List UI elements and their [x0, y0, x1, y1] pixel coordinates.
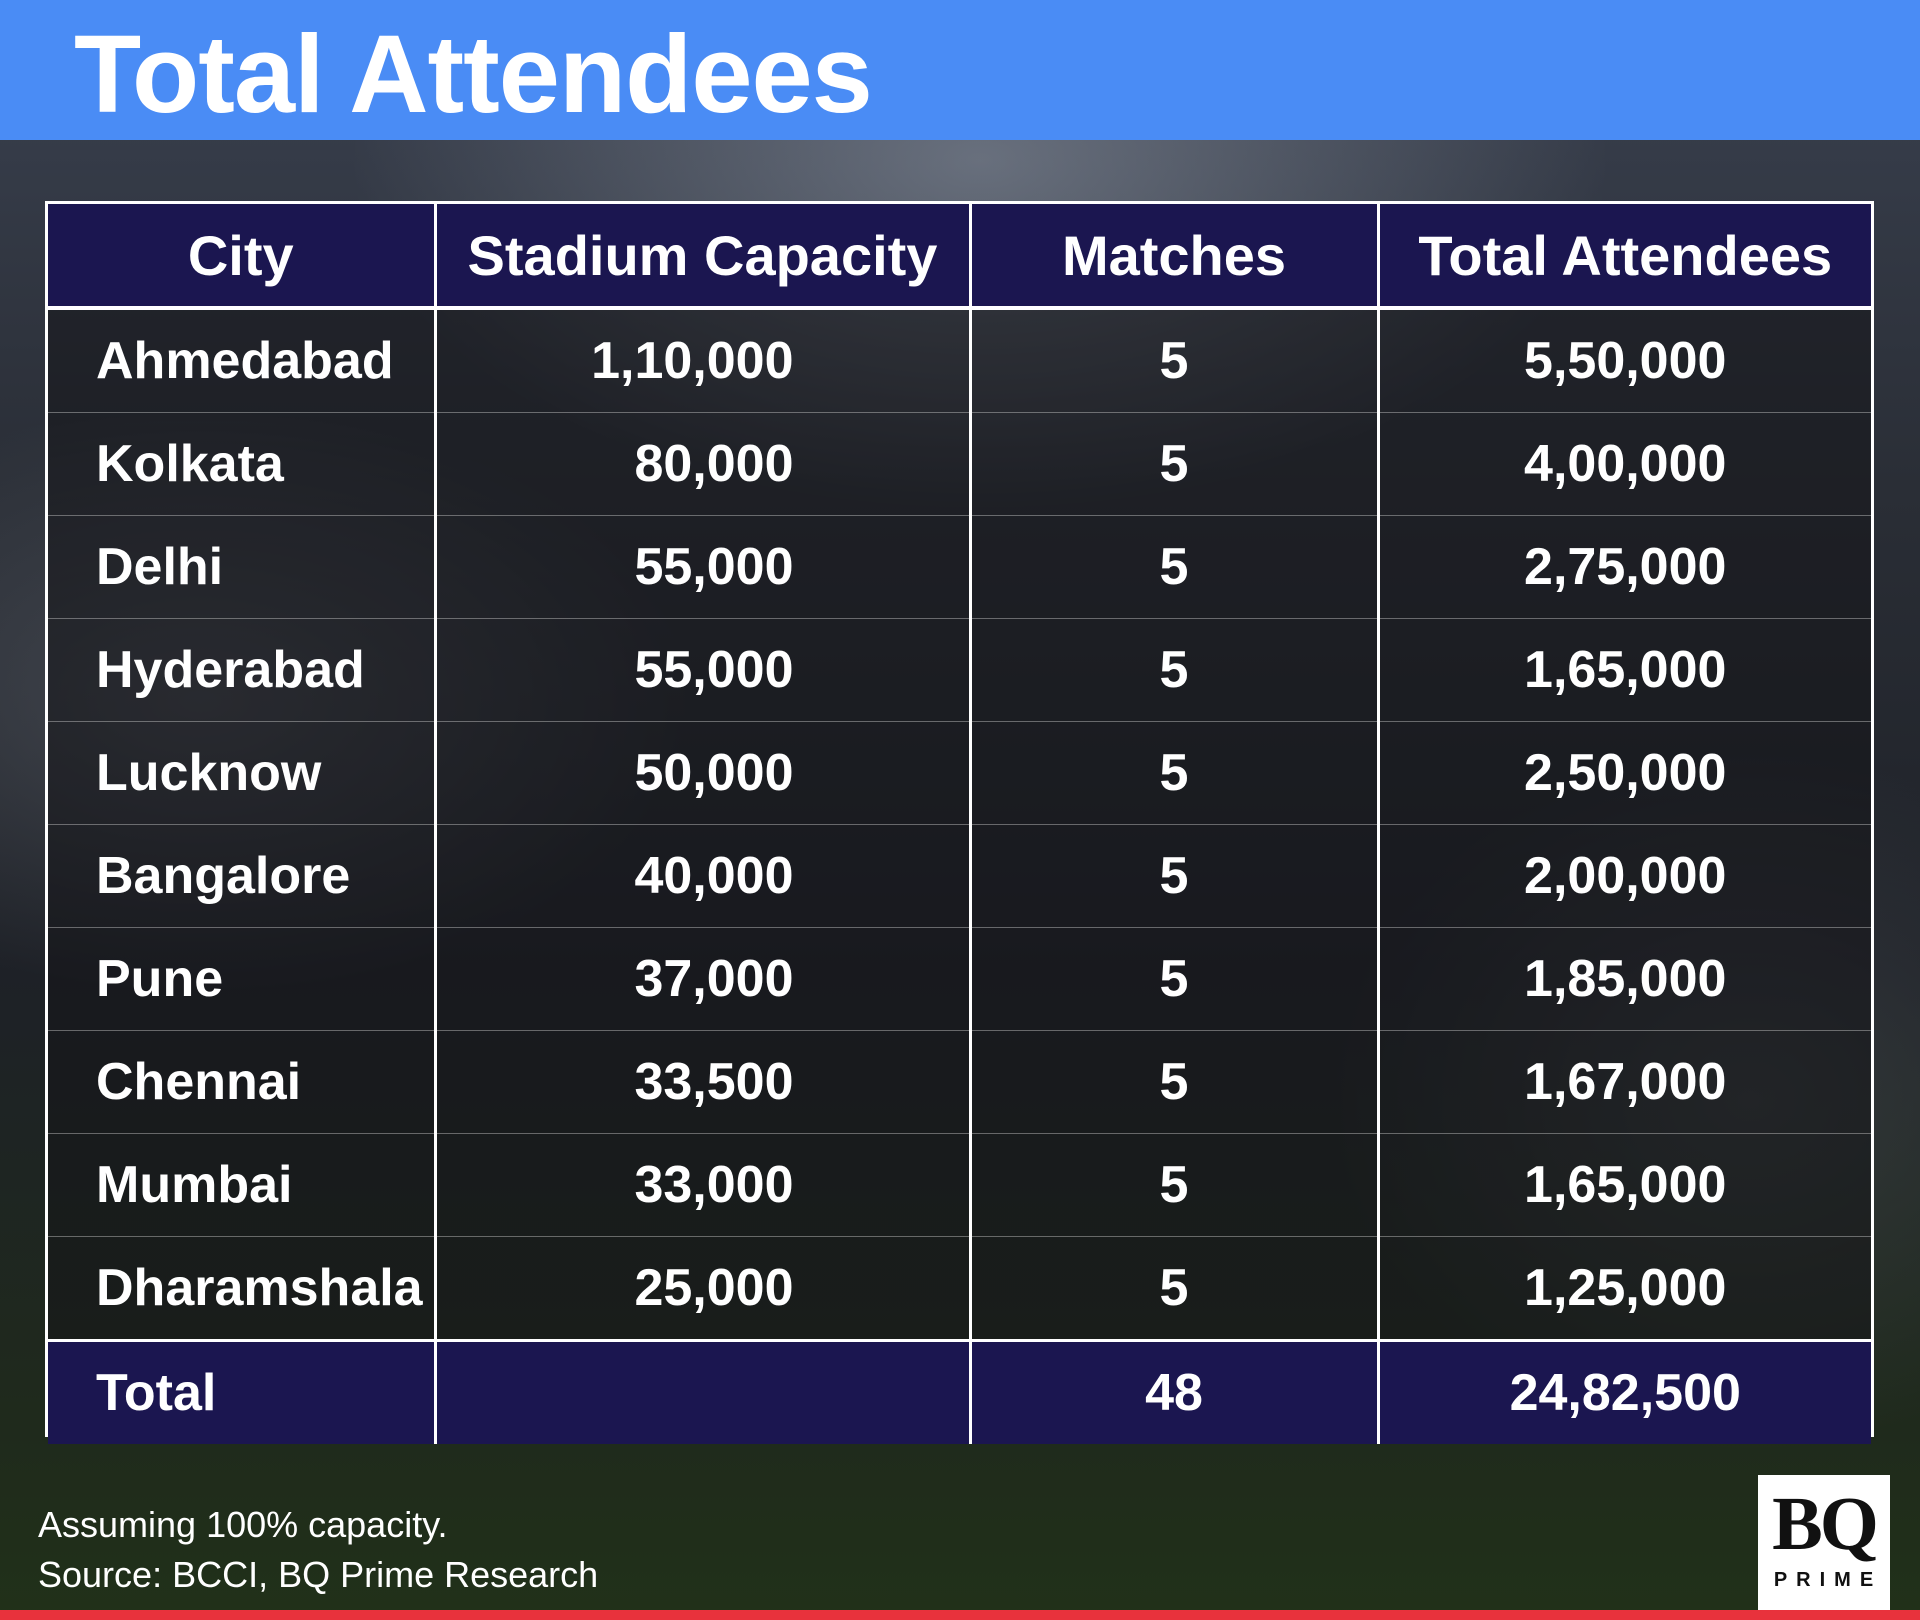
- table-row: Delhi 55,000 5 2,75,000: [48, 515, 1871, 619]
- table-row: Ahmedabad 1,10,000 5 5,50,000: [48, 308, 1871, 413]
- logo-brand-text: BQ: [1772, 1482, 1879, 1566]
- capacity-cell: 50,000: [433, 721, 970, 825]
- matches-cell: 5: [968, 308, 1378, 413]
- table-row: Dharamshala 25,000 5 1,25,000: [48, 1236, 1871, 1341]
- capacity-cell: 55,000: [433, 618, 970, 722]
- total-capacity-cell: [433, 1339, 970, 1444]
- table-row: Mumbai 33,000 5 1,65,000: [48, 1133, 1871, 1237]
- city-cell: Ahmedabad: [48, 308, 435, 413]
- city-cell: Dharamshala: [48, 1236, 435, 1341]
- source-note: Source: BCCI, BQ Prime Research: [38, 1554, 599, 1595]
- attendees-cell: 1,85,000: [1376, 927, 1871, 1031]
- bq-prime-logo: BQ PRIME: [1758, 1475, 1890, 1610]
- capacity-cell: 40,000: [433, 824, 970, 928]
- matches-cell: 5: [968, 412, 1378, 516]
- column-header-matches: Matches: [968, 204, 1378, 310]
- city-cell: Mumbai: [48, 1133, 435, 1237]
- matches-cell: 5: [968, 1236, 1378, 1341]
- matches-cell: 5: [968, 927, 1378, 1031]
- city-cell: Bangalore: [48, 824, 435, 928]
- total-matches-cell: 48: [968, 1339, 1378, 1444]
- capacity-cell: 33,000: [433, 1133, 970, 1237]
- capacity-cell: 25,000: [433, 1236, 970, 1341]
- total-label: Total: [48, 1339, 435, 1444]
- city-cell: Kolkata: [48, 412, 435, 516]
- bottom-accent-bar: [0, 1610, 1920, 1620]
- city-cell: Chennai: [48, 1030, 435, 1134]
- column-header-attendees: Total Attendees: [1376, 204, 1871, 310]
- column-header-city: City: [48, 204, 435, 310]
- matches-cell: 5: [968, 1133, 1378, 1237]
- page-title: Total Attendees: [74, 13, 873, 136]
- table-row: Kolkata 80,000 5 4,00,000: [48, 412, 1871, 516]
- matches-cell: 5: [968, 721, 1378, 825]
- attendees-cell: 2,75,000: [1376, 515, 1871, 619]
- capacity-cell: 37,000: [433, 927, 970, 1031]
- matches-cell: 5: [968, 824, 1378, 928]
- matches-cell: 5: [968, 1030, 1378, 1134]
- attendees-cell: 1,25,000: [1376, 1236, 1871, 1341]
- capacity-cell: 1,10,000: [433, 308, 970, 413]
- table-header-row: City Stadium Capacity Matches Total Atte…: [48, 204, 1871, 310]
- city-cell: Hyderabad: [48, 618, 435, 722]
- city-cell: Delhi: [48, 515, 435, 619]
- capacity-cell: 80,000: [433, 412, 970, 516]
- attendees-table: City Stadium Capacity Matches Total Atte…: [45, 201, 1874, 1444]
- attendees-cell: 1,65,000: [1376, 1133, 1871, 1237]
- logo-sub-text: PRIME: [1773, 1569, 1883, 1591]
- total-row: Total 48 24,82,500: [48, 1339, 1871, 1444]
- table-row: Pune 37,000 5 1,85,000: [48, 927, 1871, 1031]
- assumption-note: Assuming 100% capacity.: [38, 1504, 448, 1545]
- table-row: Hyderabad 55,000 5 1,65,000: [48, 618, 1871, 722]
- attendees-cell: 2,00,000: [1376, 824, 1871, 928]
- footnotes: Assuming 100% capacity. Source: BCCI, BQ…: [38, 1500, 598, 1600]
- attendees-cell: 1,67,000: [1376, 1030, 1871, 1134]
- table-row: Chennai 33,500 5 1,67,000: [48, 1030, 1871, 1134]
- table-row: Bangalore 40,000 5 2,00,000: [48, 824, 1871, 928]
- header-banner: Total Attendees: [0, 0, 1920, 140]
- capacity-cell: 33,500: [433, 1030, 970, 1134]
- matches-cell: 5: [968, 515, 1378, 619]
- attendees-cell: 5,50,000: [1376, 308, 1871, 413]
- attendees-cell: 2,50,000: [1376, 721, 1871, 825]
- capacity-cell: 55,000: [433, 515, 970, 619]
- city-cell: Pune: [48, 927, 435, 1031]
- total-attendees-cell: 24,82,500: [1376, 1339, 1871, 1444]
- attendees-cell: 4,00,000: [1376, 412, 1871, 516]
- table-row: Lucknow 50,000 5 2,50,000: [48, 721, 1871, 825]
- city-cell: Lucknow: [48, 721, 435, 825]
- column-header-capacity: Stadium Capacity: [433, 204, 970, 310]
- attendees-cell: 1,65,000: [1376, 618, 1871, 722]
- matches-cell: 5: [968, 618, 1378, 722]
